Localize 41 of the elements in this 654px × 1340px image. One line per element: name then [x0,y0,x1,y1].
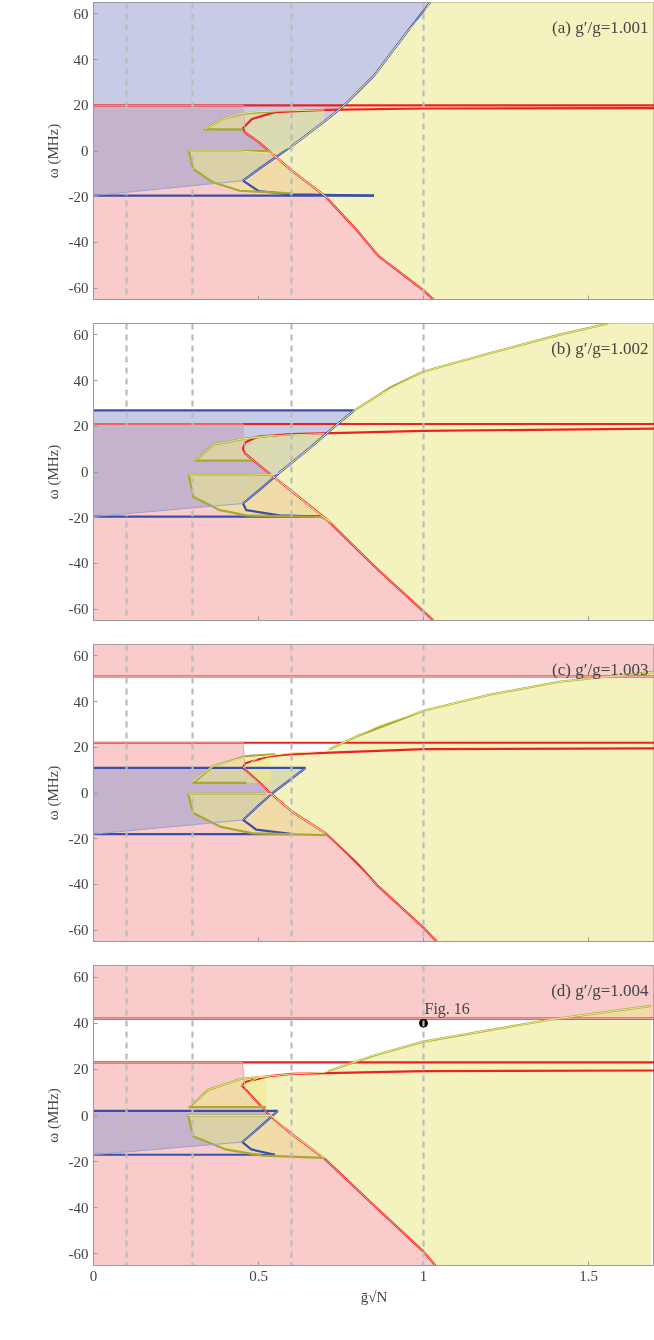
annotation: (d) g′/g=1.004 [551,980,649,1000]
y-axis-title: ω (MHz) [44,444,62,500]
x-tick-label: 0.5 [249,1267,268,1284]
annotation: (c) g′/g=1.003 [552,659,649,679]
x-tick-label: 1 [419,1267,428,1284]
y-tick-label: 0 [81,464,89,480]
y-tick-label: 20 [73,97,89,114]
y-tick-label: 60 [73,647,89,664]
y-axis-title: ω (MHz) [44,123,62,179]
y-axis-title: ω (MHz) [44,1088,62,1143]
y-tick-label: 20 [73,1061,89,1078]
y-tick-label: -60 [68,1245,89,1262]
y-tick-label: 40 [73,693,89,710]
y-axis-title: ω (MHz) [44,765,62,821]
y-tick-label: -20 [68,1153,89,1170]
y-tick-label: -60 [68,280,89,297]
y-tick-label: -60 [68,601,89,618]
x-axis-title: ḡ√N [360,1288,388,1305]
y-tick-label: -40 [68,234,89,251]
y-tick-label: 60 [73,969,89,986]
y-tick-label: 40 [73,1015,89,1032]
annotation: Fig. 16 [424,1000,470,1019]
y-tick-label: 60 [73,5,89,22]
y-tick-label: -20 [68,188,89,205]
y-tick-label: -60 [68,922,89,939]
y-tick-label: 20 [73,418,89,435]
y-tick-label: 0 [81,1107,89,1124]
y-tick-label: -40 [68,1199,89,1216]
y-tick-label: 40 [73,372,89,389]
y-tick-label: 60 [73,326,89,343]
annotation: (a) g′/g=1.001 [552,17,649,37]
y-tick-label: -20 [68,509,89,526]
y-tick-label: -40 [68,876,89,893]
y-tick-label: 0 [81,143,89,159]
y-tick-label: -20 [68,830,89,847]
y-tick-label: 0 [81,785,89,801]
annotation: (b) g′/g=1.002 [551,338,649,358]
y-tick-label: 40 [73,51,89,68]
y-tick-label: -40 [68,555,89,572]
x-tick-label: 1.5 [579,1267,598,1284]
y-tick-label: 20 [73,739,89,756]
